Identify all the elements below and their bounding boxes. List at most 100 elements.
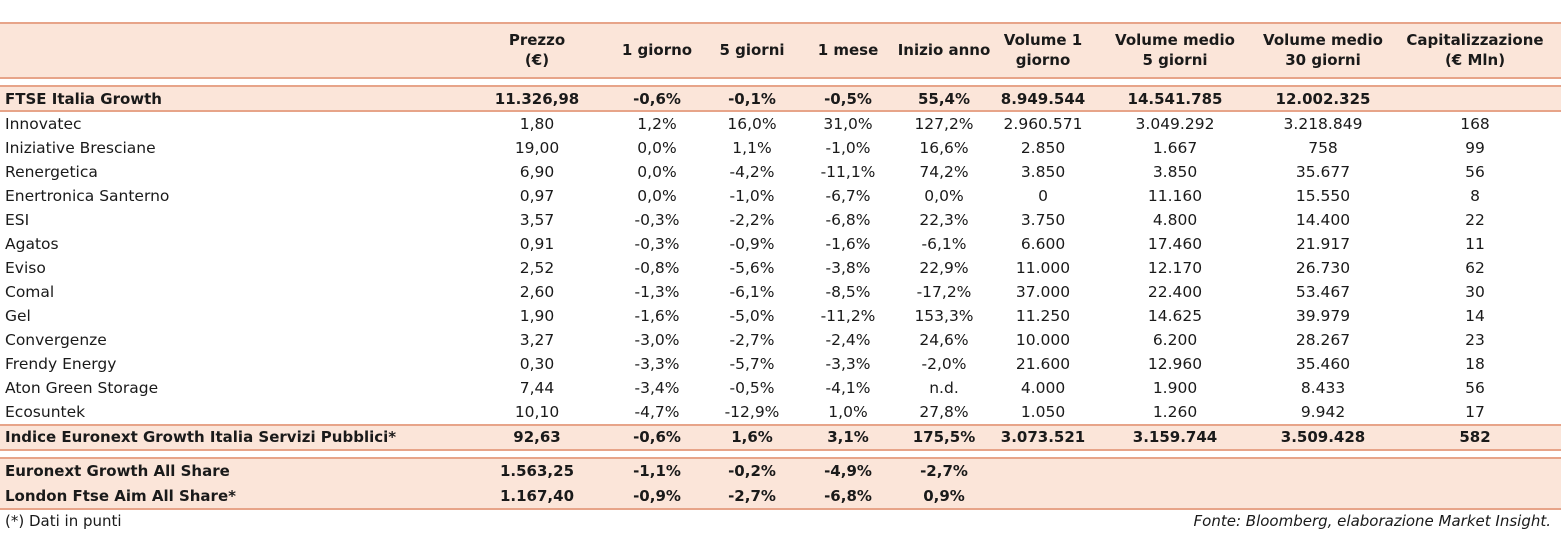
table-cell: -17,2%	[916, 283, 972, 301]
table-cell: 1,2%	[637, 115, 677, 133]
table-row: Frendy Energy 0,30 -3,3% -5,7% -3,3% -2,0% 21.…	[0, 352, 1561, 376]
table-cell: 582	[1459, 428, 1491, 446]
table-cell: 12.170	[1147, 259, 1203, 277]
table-row: ESI 3,57 -0,3% -2,2% -6,8% 22,3% 3.750 4.800 14.…	[0, 208, 1561, 232]
table-cell: 1,0%	[828, 403, 868, 421]
table-cell: 4.800	[1152, 211, 1198, 229]
table-cell: 3,1%	[827, 428, 869, 446]
row-label: Indice Euronext Growth Italia Servizi Pu…	[5, 428, 397, 446]
table-cell: 1.667	[1152, 139, 1198, 157]
table-cell: 1.900	[1152, 379, 1198, 397]
separator	[0, 424, 1561, 426]
table-cell: -2,0%	[921, 355, 967, 373]
column-header-line: Inizio anno	[897, 41, 991, 59]
column-header-line: Volume medio	[1115, 31, 1235, 49]
table-cell: 39.979	[1295, 307, 1351, 325]
table-cell: -1,6%	[634, 307, 680, 325]
column-header-line: 1 mese	[817, 41, 879, 59]
table-cell: 3.073.521	[1000, 428, 1086, 446]
separator	[0, 85, 1561, 87]
column-header-line: giorno	[1015, 51, 1071, 69]
column-header: 1 mese	[803, 40, 893, 60]
table-row: Innovatec 1,80 1,2% 16,0% 31,0% 127,2% 2.960.5…	[0, 112, 1561, 136]
table-cell: -12,9%	[724, 403, 780, 421]
table-cell: 0,30	[519, 355, 555, 373]
table-cell: -11,2%	[820, 307, 876, 325]
table-cell	[988, 484, 1098, 508]
table-cell: 10,10	[514, 403, 560, 421]
table-cell: 3.159.744	[1132, 428, 1218, 446]
row-label: Comal	[5, 283, 55, 301]
table-cell: 11	[1465, 235, 1485, 253]
table-cell: 22.400	[1147, 283, 1203, 301]
row-label: Euronext Growth All Share	[5, 462, 230, 480]
separator	[0, 457, 1561, 459]
table-cell	[1400, 484, 1550, 508]
table-cell: -0,1%	[728, 90, 776, 108]
table-cell: 35.677	[1295, 163, 1351, 181]
market-row: Euronext Growth All Share 1.563,25 -1,1% -0…	[0, 459, 1561, 483]
table-row: Renergetica 6,90 0,0% -4,2% -11,1% 74,2% 3.850…	[0, 160, 1561, 184]
separator	[0, 449, 1561, 451]
table-cell: 56	[1465, 379, 1485, 397]
table-cell: -5,6%	[729, 259, 775, 277]
table-cell: 2,60	[519, 283, 555, 301]
separator	[0, 77, 1561, 79]
table-cell: -1,0%	[729, 187, 775, 205]
table-cell: -6,8%	[825, 211, 871, 229]
table-cell: 14.625	[1147, 307, 1203, 325]
column-header: Capitalizzazione (€ Mln)	[1400, 30, 1550, 70]
column-header-line: 30 giorni	[1285, 51, 1361, 69]
table-cell	[1253, 484, 1393, 508]
table-cell: -0,5%	[824, 90, 872, 108]
table-cell: -2,2%	[729, 211, 775, 229]
table-cell: 17.460	[1147, 235, 1203, 253]
table-cell: 2.850	[1020, 139, 1066, 157]
table-cell: 1.260	[1152, 403, 1198, 421]
table-cell: -4,2%	[729, 163, 775, 181]
column-header: 1 giorno	[612, 40, 702, 60]
table-cell: 14.541.785	[1127, 90, 1223, 108]
table-cell: 11.250	[1015, 307, 1071, 325]
column-header: Prezzo (€)	[487, 30, 587, 70]
table-cell: 11.326,98	[494, 90, 580, 108]
row-label: Renergetica	[5, 163, 98, 181]
table-cell: 3.750	[1020, 211, 1066, 229]
market-row: London Ftse Aim All Share* 1.167,40 -0,9% -…	[0, 484, 1561, 508]
header-band	[0, 24, 1561, 77]
table-cell: 12.002.325	[1275, 90, 1371, 108]
table-cell: 24,6%	[919, 331, 969, 349]
index-band	[0, 425, 1561, 449]
row-label: London Ftse Aim All Share*	[5, 487, 236, 505]
table-cell: -6,1%	[921, 235, 967, 253]
ftse-band	[0, 86, 1561, 110]
table-cell: 3,57	[519, 211, 555, 229]
table-cell: 8.433	[1300, 379, 1346, 397]
table-cell: 12.960	[1147, 355, 1203, 373]
table-cell: 758	[1308, 139, 1338, 157]
table-cell: 92,63	[513, 428, 561, 446]
table-cell: 53.467	[1295, 283, 1351, 301]
table-cell	[988, 459, 1098, 483]
column-header-line: 1 giorno	[621, 41, 693, 59]
table-cell: 3.850	[1152, 163, 1198, 181]
row-label: Innovatec	[5, 115, 82, 133]
table-cell: 4.000	[1020, 379, 1066, 397]
table-cell: 30	[1465, 283, 1485, 301]
table-cell: 15.550	[1295, 187, 1351, 205]
table-cell: 0,0%	[637, 163, 677, 181]
column-header-line: 5 giorni	[1142, 51, 1208, 69]
table-cell: -4,7%	[634, 403, 680, 421]
table-cell: 3.218.849	[1283, 115, 1363, 133]
source-note: Fonte: Bloomberg, elaborazione Market In…	[1193, 512, 1551, 530]
table-cell: -1,6%	[825, 235, 871, 253]
table-row: Agatos 0,91 -0,3% -0,9% -1,6% -6,1% 6.600 17.46…	[0, 232, 1561, 256]
table-cell: 3.049.292	[1135, 115, 1215, 133]
table-cell: -0,3%	[634, 211, 680, 229]
table-cell: 3.509.428	[1280, 428, 1366, 446]
table-cell: 0,97	[519, 187, 555, 205]
table-cell	[1105, 459, 1245, 483]
table-cell: -2,7%	[920, 462, 968, 480]
row-label: Iniziative Bresciane	[5, 139, 156, 157]
table-cell: 1,1%	[732, 139, 772, 157]
